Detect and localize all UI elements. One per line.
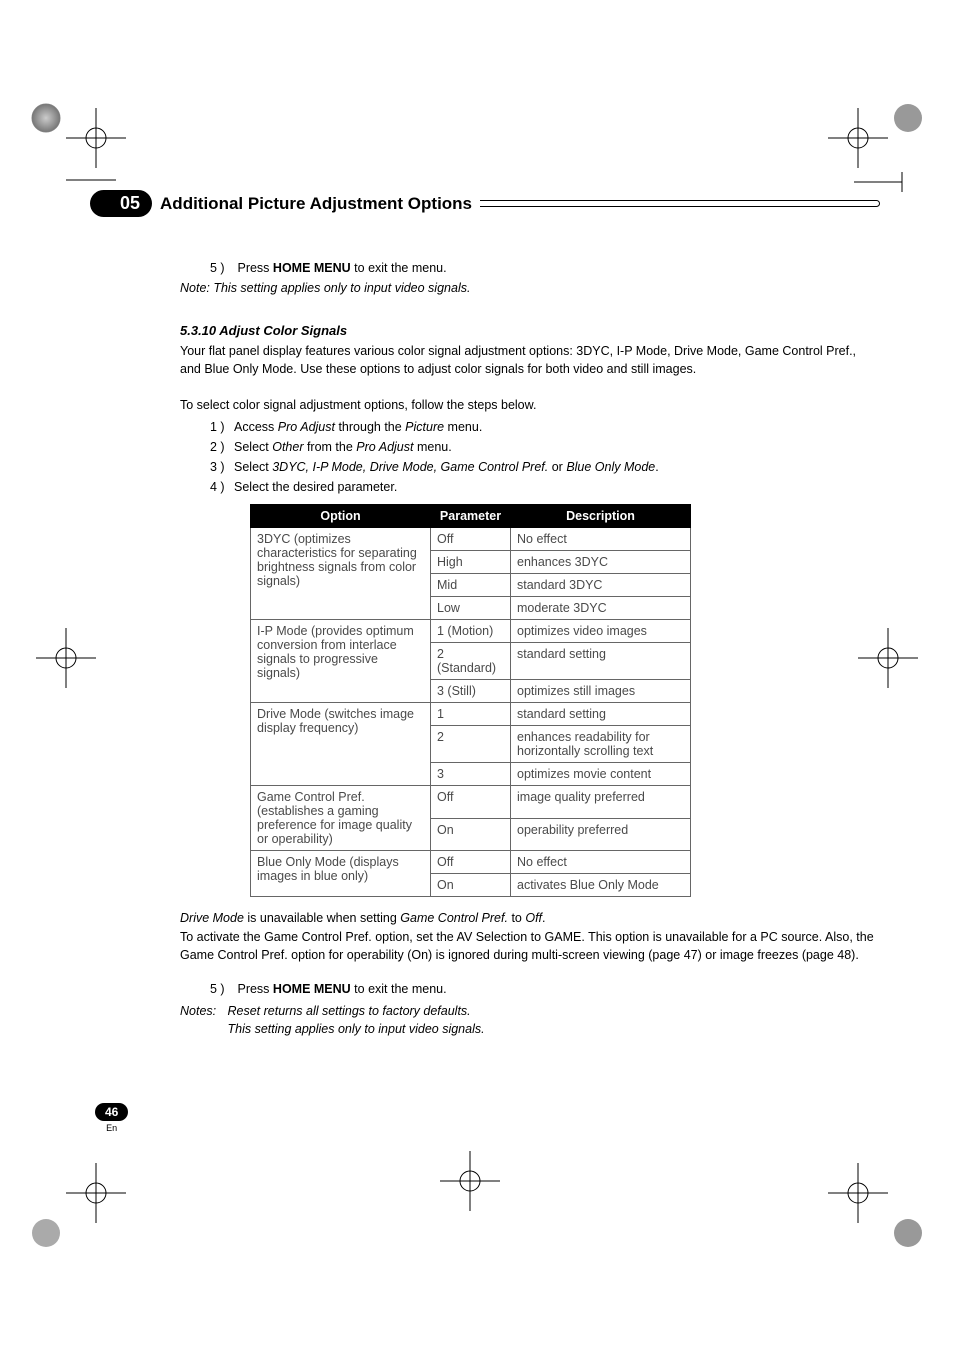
cell-option: Drive Mode (switches image display frequ… bbox=[251, 703, 431, 786]
cell-option: Game Control Pref. (establishes a gaming… bbox=[251, 786, 431, 851]
cell-desc: enhances 3DYC bbox=[511, 551, 691, 574]
th-parameter: Parameter bbox=[431, 505, 511, 528]
cell-desc: No effect bbox=[511, 528, 691, 551]
page-number: 46 bbox=[95, 1103, 128, 1121]
step-1: 1 )Access Pro Adjust through the Picture… bbox=[210, 420, 880, 434]
cell-param: Mid bbox=[431, 574, 511, 597]
cell-param: On bbox=[431, 874, 511, 897]
step-2: 2 )Select Other from the Pro Adjust menu… bbox=[210, 440, 880, 454]
table-row: 3DYC (optimizes characteristics for sepa… bbox=[251, 528, 691, 551]
cell-param: 2 bbox=[431, 726, 511, 763]
cell-param: 3 (Still) bbox=[431, 680, 511, 703]
cell-param: 1 bbox=[431, 703, 511, 726]
cell-option: 3DYC (optimizes characteristics for sepa… bbox=[251, 528, 431, 620]
options-table: Option Parameter Description 3DYC (optim… bbox=[250, 504, 691, 897]
chapter-rule bbox=[480, 200, 880, 207]
reg-mark-ml bbox=[36, 628, 96, 688]
section-intro: Your flat panel display features various… bbox=[180, 342, 880, 378]
page-lang: En bbox=[95, 1123, 128, 1133]
cell-desc: standard 3DYC bbox=[511, 574, 691, 597]
after-table-block: Drive Mode is unavailable when setting G… bbox=[180, 909, 880, 963]
cell-param: 2 (Standard) bbox=[431, 643, 511, 680]
cell-param: High bbox=[431, 551, 511, 574]
after-para: To activate the Game Control Pref. optio… bbox=[180, 928, 880, 964]
reg-mark-br bbox=[828, 1163, 888, 1223]
bottom-notes: Notes: Reset returns all settings to fac… bbox=[180, 1002, 880, 1038]
cell-param: On bbox=[431, 818, 511, 851]
cell-param: Off bbox=[431, 786, 511, 819]
cell-desc: activates Blue Only Mode bbox=[511, 874, 691, 897]
step-3: 3 )Select 3DYC, I-P Mode, Drive Mode, Ga… bbox=[210, 460, 880, 474]
step-5-top: 5 ) Press HOME MENU to exit the menu. bbox=[210, 261, 880, 275]
cell-param: Low bbox=[431, 597, 511, 620]
section-heading: 5.3.10 Adjust Color Signals bbox=[180, 323, 880, 338]
cell-desc: operability preferred bbox=[511, 818, 691, 851]
chapter-header: 05 Additional Picture Adjustment Options bbox=[120, 190, 880, 217]
chapter-title: Additional Picture Adjustment Options bbox=[160, 194, 472, 214]
page-content: 05 Additional Picture Adjustment Options… bbox=[180, 190, 880, 1038]
cell-desc: image quality preferred bbox=[511, 786, 691, 819]
cell-desc: enhances readability for horizontally sc… bbox=[511, 726, 691, 763]
cell-desc: No effect bbox=[511, 851, 691, 874]
cell-param: Off bbox=[431, 851, 511, 874]
table-row: Game Control Pref. (establishes a gaming… bbox=[251, 786, 691, 819]
top-note: Note: This setting applies only to input… bbox=[180, 281, 880, 295]
cell-desc: standard setting bbox=[511, 643, 691, 680]
cell-desc: optimizes movie content bbox=[511, 763, 691, 786]
cell-param: Off bbox=[431, 528, 511, 551]
cell-param: 3 bbox=[431, 763, 511, 786]
step-5-bottom: 5 ) Press HOME MENU to exit the menu. bbox=[210, 982, 880, 996]
cell-option: Blue Only Mode (displays images in blue … bbox=[251, 851, 431, 897]
page-number-badge: 46 En bbox=[95, 1103, 128, 1133]
table-row: I-P Mode (provides optimum conversion fr… bbox=[251, 620, 691, 643]
cell-option: I-P Mode (provides optimum conversion fr… bbox=[251, 620, 431, 703]
th-option: Option bbox=[251, 505, 431, 528]
th-description: Description bbox=[511, 505, 691, 528]
reg-mark-bl bbox=[66, 1163, 126, 1223]
cell-desc: standard setting bbox=[511, 703, 691, 726]
section-lead: To select color signal adjustment option… bbox=[180, 396, 880, 414]
cell-param: 1 (Motion) bbox=[431, 620, 511, 643]
table-row: Drive Mode (switches image display frequ… bbox=[251, 703, 691, 726]
cell-desc: moderate 3DYC bbox=[511, 597, 691, 620]
reg-mark-bc bbox=[440, 1151, 500, 1211]
step-4: 4 )Select the desired parameter. bbox=[210, 480, 880, 494]
chapter-number: 05 bbox=[90, 190, 152, 217]
cell-desc: optimizes video images bbox=[511, 620, 691, 643]
cell-desc: optimizes still images bbox=[511, 680, 691, 703]
table-row: Blue Only Mode (displays images in blue … bbox=[251, 851, 691, 874]
